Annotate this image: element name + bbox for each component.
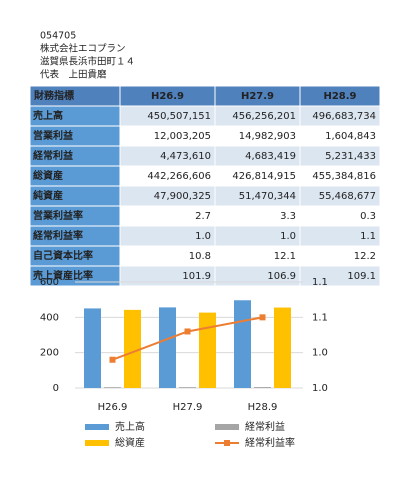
row-label: 総資産 [33,169,63,182]
representative: 代表 上田貴磨 [40,69,107,81]
cell-value: 10.8 [189,251,211,262]
cell-value: 442,266,606 [147,171,211,182]
cell-value: 12,003,205 [154,131,211,142]
cell-value: 12.2 [354,251,376,262]
cell-value: 101.9 [182,271,211,282]
cell-value: 12.1 [274,251,296,262]
bar [159,307,176,388]
cell-value: 426,814,915 [232,171,296,182]
cell-value: 455,384,816 [312,171,376,182]
x-tick-label: H28.9 [248,402,278,413]
x-tick-label: H26.9 [98,402,128,413]
cell-value: 3.3 [280,211,296,222]
cell-value: 2.7 [195,211,211,222]
bar [274,307,291,388]
row-label: 営業利益 [33,129,73,142]
code: 054705 [40,31,76,42]
legend-swatch [85,440,109,446]
legend-label: 総資産 [115,436,145,449]
cell-value: 1.0 [280,231,296,242]
cell-value: 55,468,677 [319,191,376,202]
header-text: 財務指標 [33,89,74,102]
bar [234,300,251,388]
cell-value: 5,231,433 [325,151,376,162]
marker [109,356,116,363]
cell [299,265,381,287]
y2-tick-label: 1.1 [312,312,328,323]
marker [259,314,266,321]
cell-value: 1.1 [360,231,376,242]
bar [84,308,101,388]
cell-value: 109.1 [347,271,376,282]
bar [254,387,271,388]
header-text: H28.9 [323,91,356,102]
marker [184,328,191,335]
row-label: 経常利益 [33,149,73,162]
bar [104,387,121,388]
cell-value: 51,470,344 [239,191,296,202]
y2-tick-label: 1.0 [312,348,328,359]
cell-value: 1.0 [195,231,211,242]
row-label: 売上資産比率 [33,269,93,282]
legend-label: 経常利益率 [245,436,295,449]
bar [199,312,216,388]
row-label: 営業利益率 [33,209,83,222]
company: 株式会社エコプラン [40,43,126,55]
cell-value: 4,473,610 [160,151,211,162]
cell-value: 0.3 [360,211,376,222]
address: 滋賀県長浜市田町１４ [40,56,135,68]
legend-label: 売上高 [115,420,145,433]
cell-value: 1,604,843 [325,131,376,142]
bar [124,309,141,388]
row-label: 純資産 [33,189,63,202]
cell-value: 4,683,419 [245,151,296,162]
legend-swatch [215,424,239,430]
bar [179,387,196,388]
header-text: H26.9 [151,91,184,102]
cell-value: 496,683,734 [312,111,376,122]
y-tick-label: 0 [53,383,59,394]
x-tick-label: H27.9 [173,402,203,413]
cell-value: 456,256,201 [232,111,296,122]
cell-value: 14,982,903 [239,131,296,142]
y-tick-label: 200 [40,348,59,359]
row-label: 売上高 [33,109,63,122]
row-label: 自己資本比率 [33,249,93,262]
y-tick-label: 600 [40,277,59,288]
cell-value: 450,507,151 [147,111,211,122]
y2-tick-label: 1.1 [312,277,328,288]
row-label: 経常利益率 [33,229,83,242]
cell-value: 106.9 [267,271,296,282]
y2-tick-label: 1.0 [312,383,328,394]
legend-marker [224,440,230,446]
legend-swatch [85,424,109,430]
header-text: H27.9 [241,91,274,102]
y-tick-label: 400 [40,312,59,323]
legend-label: 経常利益 [245,420,285,433]
cell-value: 47,900,325 [154,191,211,202]
